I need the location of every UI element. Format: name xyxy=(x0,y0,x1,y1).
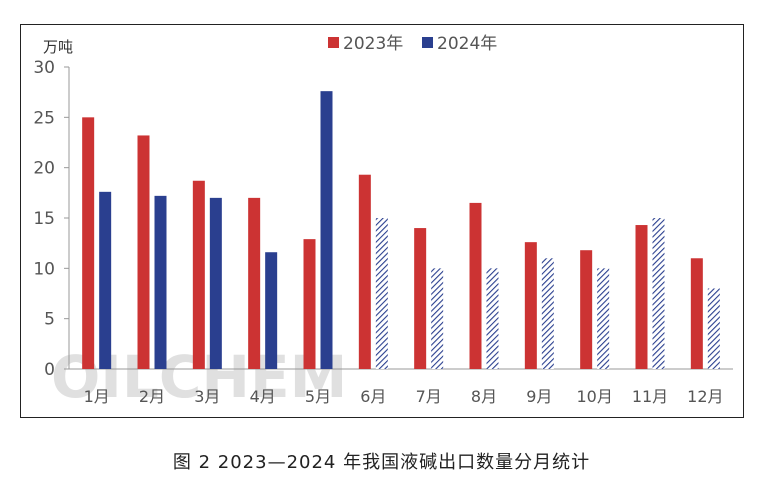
legend-swatch-2024 xyxy=(422,37,433,48)
y-unit-label: 万吨 xyxy=(43,38,73,56)
bar-2024-5 xyxy=(320,91,333,369)
bar-2023-10 xyxy=(580,250,593,369)
bar-2023-4 xyxy=(248,197,261,369)
y-tick-label: 0 xyxy=(44,360,55,380)
x-tick-label: 6月 xyxy=(360,387,386,406)
y-tick-label: 25 xyxy=(33,108,55,128)
legend-swatch-2023 xyxy=(328,37,339,48)
bar-2023-5 xyxy=(303,239,316,369)
legend-label-2024: 2024年 xyxy=(437,34,497,54)
bar-2023-2 xyxy=(137,135,150,369)
bar-2023-7 xyxy=(414,228,427,369)
y-tick-label: 5 xyxy=(44,310,55,330)
bar-2024-4 xyxy=(265,252,278,369)
x-tick-label: 2月 xyxy=(139,387,165,406)
bar-2023-6 xyxy=(358,174,371,369)
x-tick-label: 7月 xyxy=(416,387,442,406)
bar-2024-3 xyxy=(209,197,222,369)
y-tick-label: 10 xyxy=(33,259,55,279)
bar-2024-7 xyxy=(431,268,444,369)
bar-2023-3 xyxy=(192,180,205,369)
bar-2024-2 xyxy=(154,195,167,369)
x-tick-label: 4月 xyxy=(250,387,276,406)
x-tick-label: 1月 xyxy=(84,387,110,406)
bar-2023-12 xyxy=(690,258,703,369)
bar-2024-11 xyxy=(652,218,665,369)
x-tick-label: 8月 xyxy=(471,387,497,406)
bar-2024-12 xyxy=(707,288,720,369)
chart-frame: OILCHEM 0 5 10 15 20 25 30 万吨 1月 2月 3月 4月 5月 6月 7月 8月 9月… xyxy=(20,24,744,418)
x-tick-label: 5月 xyxy=(305,387,331,406)
chart-caption: 图 2 2023—2024 年我国液碱出口数量分月统计 xyxy=(172,452,591,473)
bar-2024-6 xyxy=(375,218,388,369)
bar-2023-8 xyxy=(469,202,482,369)
y-tick-label: 15 xyxy=(33,209,55,229)
bar-2023-1 xyxy=(82,117,95,369)
x-tick-label: 10月 xyxy=(576,387,612,406)
legend-label-2023: 2023年 xyxy=(343,34,403,54)
x-tick-label: 11月 xyxy=(632,387,668,406)
y-tick-label: 30 xyxy=(33,58,55,78)
y-tick-label: 20 xyxy=(33,159,55,179)
bar-2023-11 xyxy=(635,225,648,369)
x-tick-label: 12月 xyxy=(687,387,723,406)
bar-2024-10 xyxy=(597,268,610,369)
bar-2024-1 xyxy=(99,191,112,369)
bar-2023-9 xyxy=(524,242,537,369)
bar-2024-9 xyxy=(541,258,554,369)
bar-2024-8 xyxy=(486,268,499,369)
x-tick-label: 3月 xyxy=(194,387,220,406)
x-tick-label: 9月 xyxy=(526,387,552,406)
